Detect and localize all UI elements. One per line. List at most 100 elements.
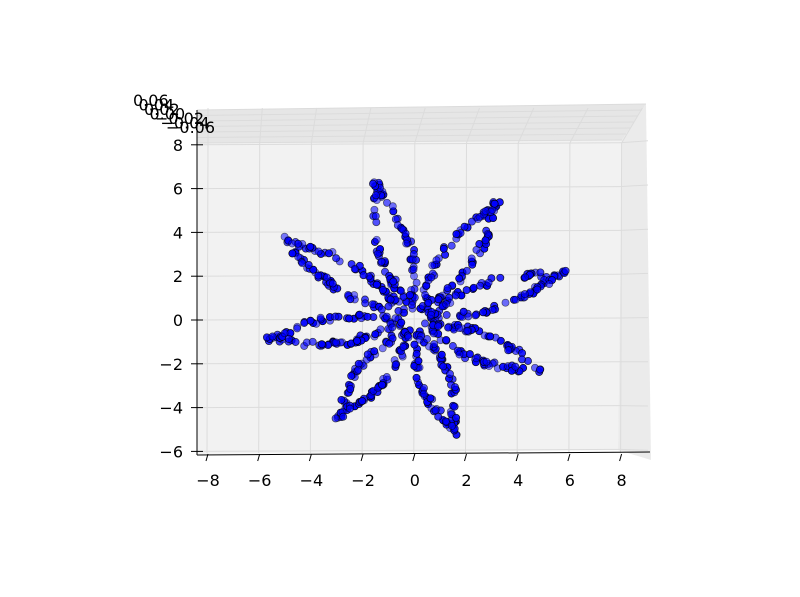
data-point	[322, 273, 331, 282]
x-tick-label: 4	[513, 471, 523, 490]
x-tick-mark	[619, 453, 623, 462]
grid-line-x	[206, 142, 209, 454]
data-point	[331, 414, 340, 423]
data-point	[481, 207, 490, 216]
data-point	[370, 347, 379, 356]
data-point	[451, 383, 459, 392]
data-point	[358, 397, 367, 405]
z-tick-label: 0.06	[133, 91, 169, 110]
data-point	[490, 199, 499, 208]
data-point	[464, 312, 473, 321]
data-point	[452, 413, 461, 422]
data-point	[431, 406, 440, 415]
data-point	[382, 312, 391, 321]
data-point	[324, 249, 333, 258]
y-tick-label: −4	[159, 399, 183, 418]
data-point	[300, 319, 309, 327]
data-point	[472, 354, 481, 363]
z-tick-label: 0.02	[144, 100, 180, 119]
grid-line-y-side	[619, 140, 649, 144]
data-point	[332, 254, 341, 263]
data-point	[377, 305, 386, 314]
data-point	[486, 332, 495, 341]
x-tick-label: 8	[617, 471, 627, 490]
data-point	[450, 402, 459, 411]
x-tick-label: −6	[248, 471, 272, 490]
data-point	[451, 291, 460, 300]
data-point	[414, 356, 423, 365]
data-point	[293, 324, 302, 333]
data-point	[432, 256, 441, 265]
x-axis-ticks: −8 −6 −4 −2 0 2 4 6 8	[196, 453, 627, 490]
y-tick-label: 8	[173, 136, 183, 155]
data-point	[427, 273, 436, 282]
data-point	[421, 291, 430, 299]
grid-line-y-side	[619, 184, 649, 188]
data-point	[463, 327, 472, 335]
data-point	[350, 264, 359, 273]
grid-line-z	[196, 115, 639, 122]
data-point	[309, 265, 318, 274]
x-tick-label: 2	[461, 471, 471, 490]
x-tick-label: −4	[300, 471, 324, 490]
data-point	[455, 274, 464, 283]
data-point	[397, 318, 406, 327]
data-point	[443, 284, 452, 293]
y-tick-label: −6	[159, 442, 183, 461]
data-point	[439, 244, 448, 253]
data-point	[412, 349, 421, 358]
data-point	[369, 179, 377, 188]
data-point	[447, 241, 456, 250]
z-tick-label: 0.04	[139, 96, 175, 115]
grid-line-z	[196, 103, 647, 111]
x-axis-line	[196, 451, 651, 456]
data-point	[442, 300, 451, 309]
data-point	[394, 307, 403, 315]
grid-line-z	[196, 133, 627, 138]
grid-line-y	[196, 317, 621, 321]
data-point	[399, 343, 408, 351]
data-point	[337, 395, 346, 404]
data-point	[452, 230, 461, 239]
grid-line-x	[309, 142, 312, 454]
data-point	[483, 230, 492, 238]
data-point	[398, 225, 406, 233]
data-point	[368, 300, 377, 309]
data-point	[472, 245, 481, 254]
data-point	[388, 323, 397, 332]
data-point	[376, 325, 385, 334]
data-point	[391, 360, 400, 369]
grid-line-x-top	[621, 107, 643, 144]
y-tick-label: 2	[173, 267, 183, 286]
grid-line-x	[258, 142, 261, 454]
data-point	[476, 281, 484, 290]
x-tick-label: 0	[410, 471, 420, 490]
z-axis-ticks: 0.060.040.020.00−0.02−0.04−0.06	[133, 91, 215, 137]
data-point	[561, 266, 570, 275]
data-point	[442, 310, 451, 319]
data-point	[354, 365, 363, 374]
data-point	[405, 291, 414, 300]
data-point	[442, 335, 451, 344]
data-point	[415, 335, 424, 344]
x-tick-mark	[257, 453, 261, 462]
grid-line-x	[568, 142, 571, 454]
grid-line-x-top	[569, 107, 589, 144]
data-point	[444, 323, 453, 332]
data-point	[496, 273, 505, 282]
data-point	[504, 346, 513, 355]
data-point	[317, 340, 326, 349]
data-point	[410, 340, 419, 349]
data-point	[412, 373, 421, 382]
data-point	[439, 362, 448, 371]
data-point	[434, 322, 443, 331]
data-point	[521, 273, 530, 282]
data-point	[536, 365, 544, 374]
side-pane	[618, 104, 651, 460]
grid-line-y	[196, 448, 621, 452]
data-point	[386, 295, 395, 304]
data-point	[372, 191, 380, 200]
data-point	[377, 257, 386, 266]
data-point	[434, 295, 443, 304]
data-point	[384, 302, 393, 311]
